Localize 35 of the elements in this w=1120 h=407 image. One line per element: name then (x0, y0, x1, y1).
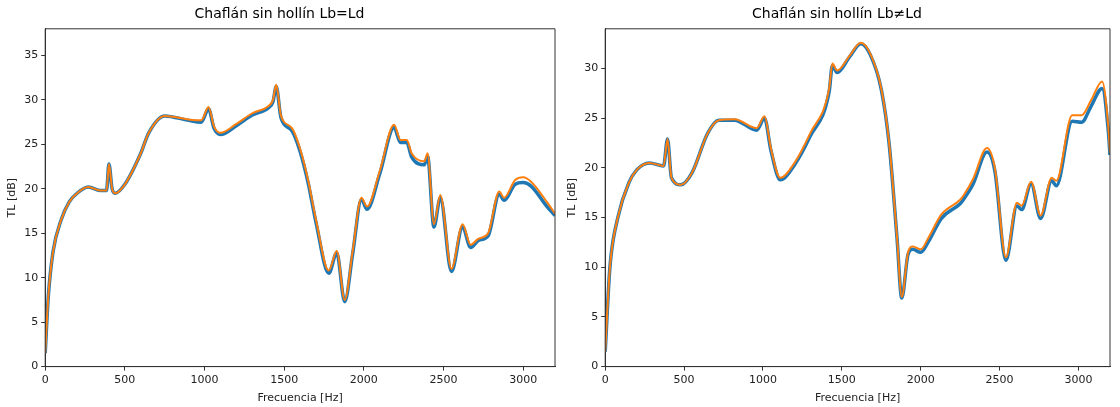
y-tick-label: 15 (584, 210, 599, 224)
y-tick-label: 25 (584, 111, 599, 125)
x-tick-label: 1500 (270, 373, 299, 387)
y-tick-label: 35 (24, 48, 39, 62)
x-axis-title: Frecuencia [Hz] (257, 391, 343, 405)
y-tick-label: 5 (31, 315, 39, 329)
x-tick-label: 2500 (429, 373, 458, 387)
x-tick-label: 1000 (190, 373, 219, 387)
x-tick-label: 1500 (827, 373, 856, 387)
x-tick-label: 500 (673, 373, 695, 387)
y-tick-label: 20 (24, 181, 39, 195)
y-tick-label: 15 (24, 226, 39, 240)
x-axis-title: Frecuencia [Hz] (814, 391, 901, 405)
y-tick-label: 30 (24, 92, 39, 106)
y-tick-label: 10 (24, 270, 39, 284)
x-tick-label: 2500 (985, 373, 1014, 387)
x-tick-label: 1000 (748, 373, 777, 387)
chart-title: Chaflán sin hollín Lb≠Ld (752, 5, 922, 22)
x-tick-label: 3000 (509, 373, 538, 387)
chart-title: Chaflán sin hollín Lb=Ld (194, 5, 365, 22)
y-tick-label: 0 (591, 359, 599, 373)
x-tick-label: 0 (41, 373, 49, 387)
x-tick-label: 2000 (906, 373, 935, 387)
y-axis-title: TL [dB] (5, 177, 19, 219)
y-tick-label: 10 (584, 260, 599, 274)
x-tick-label: 0 (601, 373, 609, 387)
y-tick-label: 25 (24, 137, 39, 151)
y-tick-label: 0 (31, 359, 39, 373)
y-axis-title: TL [dB] (565, 177, 579, 219)
x-tick-label: 3000 (1064, 373, 1093, 387)
y-tick-label: 30 (584, 61, 599, 75)
x-tick-label: 2000 (349, 373, 378, 387)
x-tick-label: 500 (114, 373, 136, 387)
y-tick-label: 5 (591, 309, 599, 323)
y-tick-label: 20 (584, 160, 599, 174)
